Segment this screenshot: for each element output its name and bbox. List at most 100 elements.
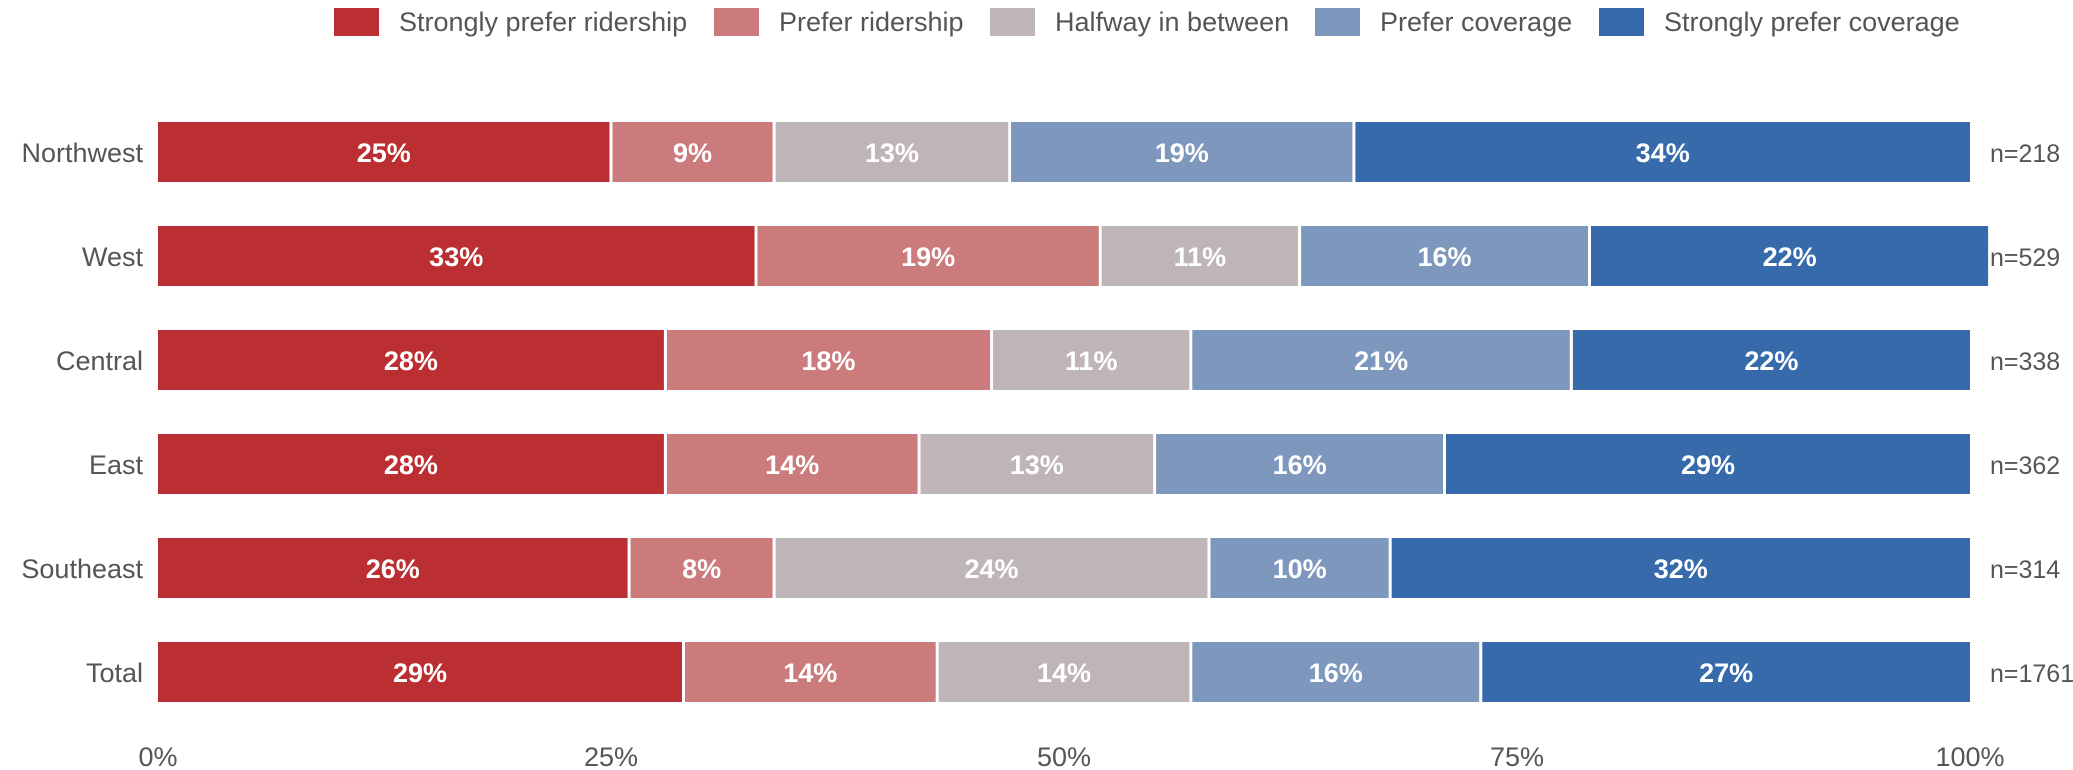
legend-swatch xyxy=(1315,8,1360,36)
bar-row: 28% 18% 11% 21% 22% xyxy=(158,330,1970,390)
bar-segment xyxy=(1156,434,1443,494)
legend-item: Halfway in between xyxy=(990,7,1289,37)
data-label: 21% xyxy=(1354,346,1408,376)
bar-row: 25% 9% 13% 19% 34% xyxy=(158,122,1970,182)
data-label: 9% xyxy=(673,138,712,168)
bar-segment xyxy=(685,642,936,702)
sample-size-label: n=529 xyxy=(1990,244,2060,272)
bar-row: 29% 14% 14% 16% 27% xyxy=(158,642,1970,702)
bar-segment xyxy=(920,434,1154,494)
legend-swatch xyxy=(990,8,1035,36)
x-axis: 0% 25% 50% 75% 100% xyxy=(138,742,2004,770)
bar-segment xyxy=(1301,226,1588,286)
sample-size-label: n=314 xyxy=(1990,556,2060,584)
legend-swatch xyxy=(714,8,759,36)
bar-segment xyxy=(158,122,610,182)
data-label: 28% xyxy=(384,346,438,376)
bar-segment xyxy=(775,122,1009,182)
legend-swatch xyxy=(334,8,379,36)
bar-row: 33% 19% 11% 16% 22% xyxy=(158,226,1989,286)
bar-segment xyxy=(775,538,1208,598)
bar-segment xyxy=(158,538,628,598)
data-label: 29% xyxy=(393,658,447,688)
category-label: Total xyxy=(86,658,143,688)
data-label: 32% xyxy=(1654,554,1708,584)
data-label: 33% xyxy=(429,242,483,272)
category-labels: Northwest West Central East Southeast Total xyxy=(21,138,143,688)
data-label: 14% xyxy=(765,450,819,480)
bar-segment xyxy=(1572,330,1970,390)
category-label: East xyxy=(89,450,144,480)
legend: Strongly prefer ridership Prefer ridershi… xyxy=(334,7,1960,37)
bar-segment xyxy=(1192,642,1480,702)
data-label: 25% xyxy=(357,138,411,168)
legend-item: Strongly prefer coverage xyxy=(1599,7,1960,37)
x-tick-label: 75% xyxy=(1490,742,1544,770)
sample-size-label: n=338 xyxy=(1990,348,2060,376)
bar-row: 26% 8% 24% 10% 32% xyxy=(158,538,1970,598)
data-label: 34% xyxy=(1636,138,1690,168)
category-label: West xyxy=(82,242,144,272)
data-label: 22% xyxy=(1763,242,1817,272)
bar-segment xyxy=(1482,642,1970,702)
legend-swatch xyxy=(1599,8,1644,36)
data-label: 13% xyxy=(1010,450,1064,480)
bar-segment xyxy=(158,434,664,494)
legend-item: Prefer ridership xyxy=(714,7,964,37)
legend-label: Halfway in between xyxy=(1055,7,1289,37)
data-label: 26% xyxy=(366,554,420,584)
data-label: 16% xyxy=(1309,658,1363,688)
data-label: 27% xyxy=(1699,658,1753,688)
x-tick-label: 50% xyxy=(1037,742,1091,770)
data-label: 11% xyxy=(1065,346,1118,376)
sample-size-label: n=362 xyxy=(1990,452,2060,480)
data-label: 22% xyxy=(1744,346,1798,376)
legend-item: Prefer coverage xyxy=(1315,7,1572,37)
bar-segment xyxy=(1210,538,1389,598)
data-label: 11% xyxy=(1174,242,1227,272)
legend-label: Prefer coverage xyxy=(1380,7,1572,37)
data-label: 29% xyxy=(1681,450,1735,480)
data-label: 8% xyxy=(682,554,721,584)
bar-segment xyxy=(1011,122,1353,182)
bar-segment xyxy=(158,642,682,702)
legend-item: Strongly prefer ridership xyxy=(334,7,687,37)
data-label: 19% xyxy=(901,242,955,272)
x-tick-label: 100% xyxy=(1935,742,2004,770)
data-label: 19% xyxy=(1155,138,1209,168)
bar-segment xyxy=(158,226,755,286)
sample-size-labels: n=218 n=529 n=338 n=362 n=314 n=1761 xyxy=(1990,140,2073,688)
data-label: 16% xyxy=(1417,242,1471,272)
bar-segment xyxy=(1591,226,1989,286)
sample-size-label: n=1761 xyxy=(1990,660,2073,688)
bar-row: 28% 14% 13% 16% 29% xyxy=(158,434,1970,494)
legend-label: Strongly prefer ridership xyxy=(399,7,687,37)
bar-segment xyxy=(1446,434,1970,494)
bar-segment xyxy=(630,538,773,598)
data-label: 10% xyxy=(1273,554,1327,584)
data-label: 28% xyxy=(384,450,438,480)
plot-area: 25% 9% 13% 19% 34% 33% 19% 11% 16% 22% 28% 18% 11% 21… xyxy=(158,122,1989,702)
bar-segment xyxy=(158,330,664,390)
category-label: Northwest xyxy=(21,138,143,168)
category-label: Central xyxy=(56,346,143,376)
x-tick-label: 25% xyxy=(584,742,638,770)
legend-label: Prefer ridership xyxy=(779,7,964,37)
sample-size-label: n=218 xyxy=(1990,140,2060,168)
bar-segment xyxy=(993,330,1190,390)
bar-segment xyxy=(1192,330,1570,390)
bar-segment xyxy=(666,434,918,494)
data-label: 14% xyxy=(783,658,837,688)
bar-segment xyxy=(1355,122,1970,182)
x-tick-label: 0% xyxy=(138,742,177,770)
data-label: 16% xyxy=(1273,450,1327,480)
bar-segment xyxy=(1391,538,1970,598)
data-label: 18% xyxy=(801,346,855,376)
bar-segment xyxy=(666,330,991,390)
category-label: Southeast xyxy=(21,554,143,584)
bar-segment xyxy=(1101,226,1298,286)
bar-segment xyxy=(757,226,1099,286)
bar-segment xyxy=(938,642,1190,702)
bar-segment xyxy=(612,122,773,182)
